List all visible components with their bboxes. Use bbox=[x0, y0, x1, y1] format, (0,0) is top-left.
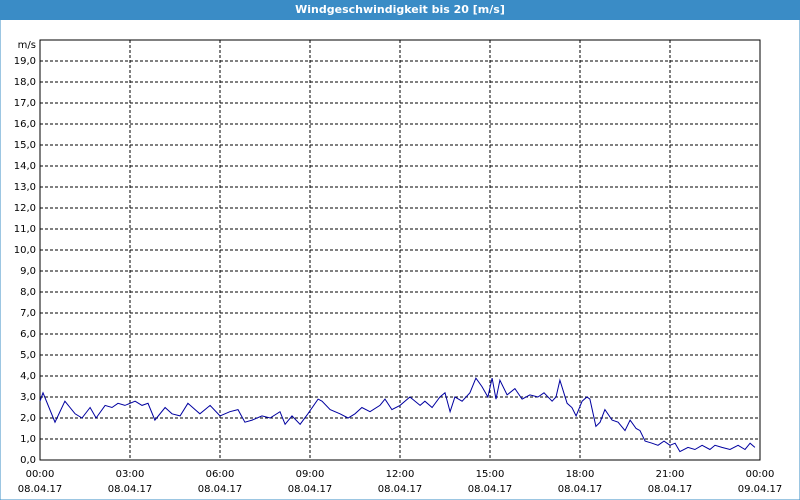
y-axis-label: m/s bbox=[18, 40, 36, 51]
y-tick-label: 18,0 bbox=[14, 77, 36, 88]
y-tick-label: 3,0 bbox=[20, 392, 36, 403]
y-tick-label: 5,0 bbox=[20, 350, 36, 361]
data-line bbox=[39, 377, 756, 453]
y-tick-label: 2,0 bbox=[20, 413, 36, 424]
y-tick-label: 7,0 bbox=[20, 308, 36, 319]
x-tick-label: 15:00 bbox=[476, 469, 505, 480]
x-tick-date: 08.04.17 bbox=[648, 484, 693, 495]
y-tick-label: 13,0 bbox=[14, 182, 36, 193]
y-tick-label: 12,0 bbox=[14, 203, 36, 214]
x-tick-date: 08.04.17 bbox=[198, 484, 243, 495]
y-tick-label: 14,0 bbox=[14, 161, 36, 172]
x-tick-label: 09:00 bbox=[296, 469, 325, 480]
x-tick-date: 08.04.17 bbox=[558, 484, 603, 495]
y-tick-label: 0,0 bbox=[20, 455, 36, 466]
x-tick-label: 00:00 bbox=[26, 469, 55, 480]
y-tick-label: 11,0 bbox=[14, 224, 36, 235]
y-tick-label: 10,0 bbox=[14, 245, 36, 256]
x-tick-date: 08.04.17 bbox=[288, 484, 333, 495]
x-tick-label: 12:00 bbox=[386, 469, 415, 480]
y-tick-label: 6,0 bbox=[20, 329, 36, 340]
y-tick-label: 1,0 bbox=[20, 434, 36, 445]
y-tick-label: 8,0 bbox=[20, 287, 36, 298]
x-tick-label: 06:00 bbox=[206, 469, 235, 480]
x-tick-date: 09.04.17 bbox=[738, 484, 783, 495]
y-tick-label: 15,0 bbox=[14, 140, 36, 151]
x-tick-date: 08.04.17 bbox=[18, 484, 63, 495]
y-tick-label: 16,0 bbox=[14, 119, 36, 130]
y-tick-label: 19,0 bbox=[14, 56, 36, 67]
y-tick-label: 9,0 bbox=[20, 266, 36, 277]
x-tick-date: 08.04.17 bbox=[378, 484, 423, 495]
y-tick-label: 17,0 bbox=[14, 98, 36, 109]
chart-title: Windgeschwindigkeit bis 20 [m/s] bbox=[295, 3, 505, 16]
x-tick-label: 21:00 bbox=[656, 469, 685, 480]
x-tick-label: 03:00 bbox=[116, 469, 145, 480]
title-bar bbox=[0, 0, 800, 20]
x-tick-date: 08.04.17 bbox=[108, 484, 153, 495]
x-tick-date: 08.04.17 bbox=[468, 484, 513, 495]
x-tick-label: 00:00 bbox=[746, 469, 775, 480]
y-tick-label: 4,0 bbox=[20, 371, 36, 382]
x-tick-label: 18:00 bbox=[566, 469, 595, 480]
